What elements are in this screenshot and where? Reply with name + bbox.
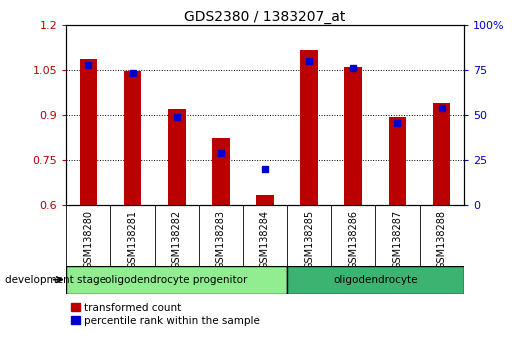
Text: oligodendrocyte progenitor: oligodendrocyte progenitor: [105, 275, 248, 285]
Title: GDS2380 / 1383207_at: GDS2380 / 1383207_at: [184, 10, 346, 24]
Text: GSM138281: GSM138281: [128, 210, 137, 269]
Text: GSM138280: GSM138280: [83, 210, 93, 269]
Bar: [212, 138, 229, 205]
Bar: [344, 67, 362, 205]
Text: GSM138282: GSM138282: [172, 210, 182, 269]
Bar: [256, 195, 274, 205]
Text: GSM138283: GSM138283: [216, 210, 226, 269]
Text: development stage: development stage: [5, 275, 107, 285]
Bar: [388, 116, 407, 205]
Bar: [433, 103, 450, 205]
Bar: [287, 266, 464, 294]
Bar: [123, 72, 142, 205]
Text: GSM138287: GSM138287: [393, 210, 402, 269]
Bar: [168, 109, 185, 205]
Text: GSM138286: GSM138286: [348, 210, 358, 269]
Bar: [301, 50, 318, 205]
Text: GSM138288: GSM138288: [437, 210, 447, 269]
Text: GSM138285: GSM138285: [304, 210, 314, 269]
Legend: transformed count, percentile rank within the sample: transformed count, percentile rank withi…: [72, 303, 260, 326]
Text: GSM138284: GSM138284: [260, 210, 270, 269]
Bar: [80, 59, 97, 205]
Text: oligodendrocyte: oligodendrocyte: [333, 275, 418, 285]
Bar: [66, 266, 287, 294]
